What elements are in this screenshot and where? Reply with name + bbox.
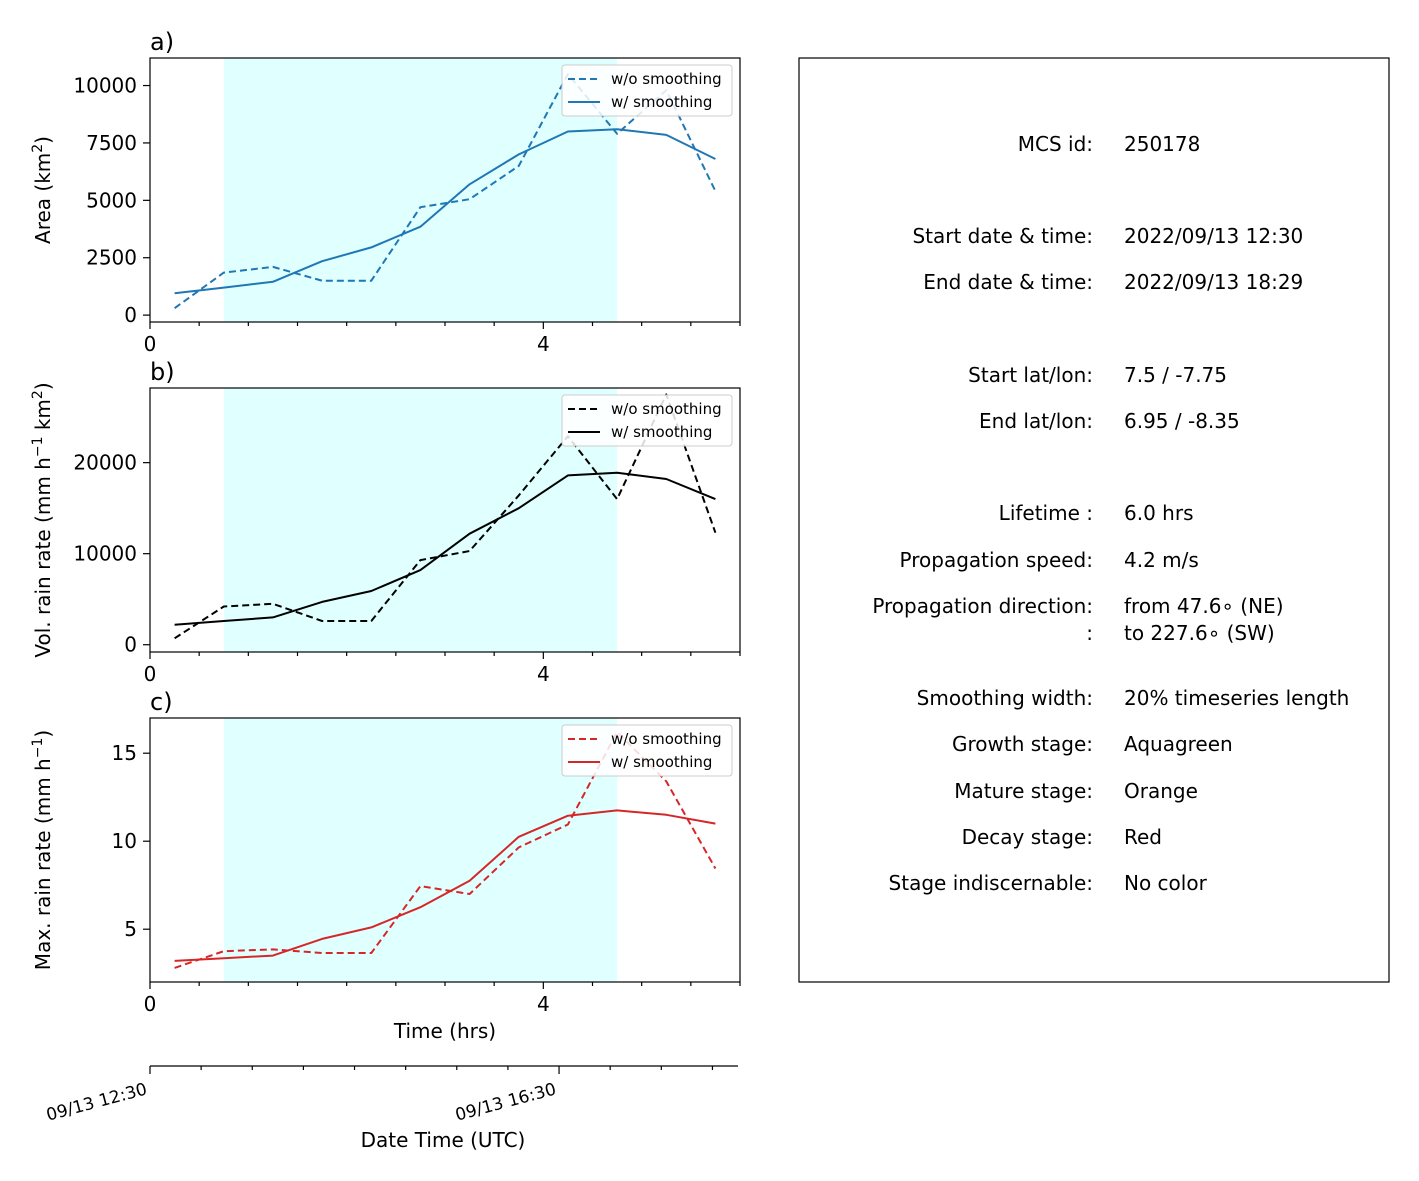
y-tick-label: 10: [112, 829, 137, 853]
chart-panel-a: 0 2500 5000 7500 10000 0 4 a) Area (km2) w/o smoo…: [30, 28, 741, 356]
info-value: Orange: [1124, 779, 1198, 803]
info-value: 6.0 hrs: [1124, 501, 1193, 525]
datetime-axis-label: Date Time (UTC): [361, 1128, 526, 1152]
info-label: Start lat/lon:: [968, 363, 1093, 387]
info-label: Stage indiscernable:: [889, 871, 1093, 895]
x-tick-label: 0: [144, 992, 157, 1016]
info-value: to 227.6∘ (SW): [1124, 621, 1275, 645]
y-tick-label: 10000: [73, 542, 137, 566]
panel-label: a): [150, 28, 174, 56]
y-axis-label: Area (km2): [30, 136, 55, 244]
info-row: Smoothing width: 20% timeseries length: [917, 686, 1350, 710]
legend-label: w/o smoothing: [611, 730, 722, 748]
info-value: No color: [1124, 871, 1208, 895]
legend-label: w/ smoothing: [611, 423, 712, 441]
legend-label: w/ smoothing: [611, 753, 712, 771]
legend-box: [561, 394, 733, 447]
info-label: Lifetime :: [999, 501, 1093, 525]
info-label: End date & time:: [923, 270, 1093, 294]
y-tick-label: 15: [112, 741, 137, 765]
legend: w/o smoothing w/ smoothing: [561, 64, 733, 117]
series-line-raw: [174, 73, 717, 310]
series-line-smoothed: [174, 809, 716, 962]
series-line-raw: [174, 731, 717, 969]
info-value: 250178: [1124, 132, 1200, 156]
info-value: 2022/09/13 12:30: [1124, 224, 1303, 248]
info-value: 7.5 / -7.75: [1124, 363, 1227, 387]
x-tick-label: 4: [537, 662, 550, 686]
y-tick-label: 0: [124, 303, 137, 327]
series-line-smoothed: [174, 471, 716, 626]
info-row: Start lat/lon: 7.5 / -7.75: [968, 363, 1227, 387]
legend-label: w/ smoothing: [611, 93, 712, 111]
y-tick-label: 2500: [86, 246, 137, 270]
legend: w/o smoothing w/ smoothing: [561, 724, 733, 777]
legend: w/o smoothing w/ smoothing: [561, 394, 733, 447]
info-row: Stage indiscernable: No color: [889, 871, 1208, 895]
x-tick-label: 0: [144, 662, 157, 686]
info-value: 4.2 m/s: [1124, 548, 1199, 572]
y-tick-label: 5: [124, 917, 137, 941]
datetime-tick-label: 09/13 12:30: [44, 1080, 149, 1126]
y-axis-label: Vol. rain rate (mm h−1 km2): [30, 382, 55, 657]
info-row: Propagation speed: 4.2 m/s: [900, 548, 1199, 572]
info-row: End lat/lon: 6.95 / -8.35: [979, 409, 1240, 433]
info-row: Mature stage: Orange: [954, 779, 1198, 803]
info-value: 2022/09/13 18:29: [1124, 270, 1303, 294]
info-row: : to 227.6∘ (SW): [1086, 621, 1274, 645]
info-label: End lat/lon:: [979, 409, 1093, 433]
info-row: Propagation direction: from 47.6∘ (NE): [872, 594, 1283, 618]
info-row: MCS id: 250178: [1018, 132, 1201, 156]
series-line-raw: [174, 393, 717, 640]
info-row: Lifetime : 6.0 hrs: [999, 501, 1194, 525]
legend-box: [561, 724, 733, 777]
info-label: Smoothing width:: [917, 686, 1093, 710]
info-row: Start date & time: 2022/09/13 12:30: [912, 224, 1303, 248]
x-tick-label: 4: [537, 332, 550, 356]
chart-panel-b: 0 10000 20000 0 4 b) Vol. rain rate (mm h−1 km…: [30, 358, 741, 686]
y-tick-label: 20000: [73, 451, 137, 475]
info-value: from 47.6∘ (NE): [1124, 594, 1284, 618]
info-row: End date & time: 2022/09/13 18:29: [923, 270, 1303, 294]
legend-box: [561, 64, 733, 117]
info-panel: MCS id: 250178 Start date & time: 2022/09/1…: [798, 57, 1390, 983]
datetime-tick-label: 09/13 16:30: [453, 1080, 558, 1126]
y-tick-label: 0: [124, 633, 137, 657]
panel-label: b): [150, 358, 175, 386]
legend-label: w/o smoothing: [611, 70, 722, 88]
shaded-stage-region: [223, 388, 618, 652]
y-tick-label: 10000: [73, 74, 137, 98]
info-label: Propagation speed:: [900, 548, 1093, 572]
info-row: Growth stage: Aquagreen: [952, 732, 1233, 756]
panel-label: c): [150, 688, 173, 716]
info-value: 20% timeseries length: [1124, 686, 1349, 710]
shaded-stage-region: [223, 58, 618, 322]
info-label: Start date & time:: [912, 224, 1093, 248]
x-tick-label: 0: [144, 332, 157, 356]
y-axis-label: Max. rain rate (mm h−1): [30, 730, 55, 970]
info-value: Aquagreen: [1124, 732, 1233, 756]
chart-panel-c: 5 10 15 0 4 c) Max. rain rate (mm h−1) Time (hr…: [30, 688, 741, 1043]
info-label: :: [1086, 621, 1093, 645]
x-axis-label: Time (hrs): [393, 1019, 496, 1043]
shaded-stage-region: [223, 718, 618, 982]
info-label: MCS id:: [1018, 132, 1093, 156]
info-label: Mature stage:: [954, 779, 1093, 803]
info-value: 6.95 / -8.35: [1124, 409, 1240, 433]
info-row: Decay stage: Red: [962, 825, 1162, 849]
info-label: Decay stage:: [962, 825, 1093, 849]
info-label: Propagation direction:: [872, 594, 1093, 618]
y-tick-label: 5000: [86, 188, 137, 212]
info-panel-frame: [798, 57, 1390, 983]
legend-label: w/o smoothing: [611, 400, 722, 418]
info-value: Red: [1124, 825, 1162, 849]
x-tick-label: 4: [537, 992, 550, 1016]
y-tick-label: 7500: [86, 131, 137, 155]
series-line-smoothed: [174, 128, 716, 295]
info-label: Growth stage:: [952, 732, 1093, 756]
